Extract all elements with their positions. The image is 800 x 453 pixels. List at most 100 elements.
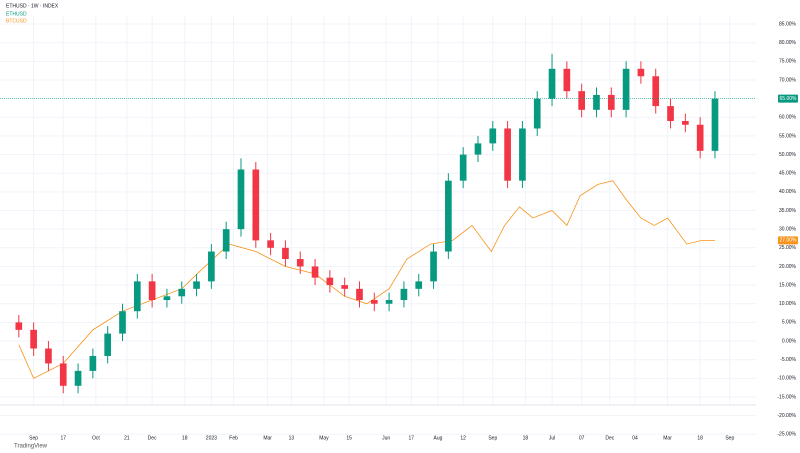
candle-body bbox=[104, 333, 112, 356]
x-tick-label: Dec bbox=[148, 435, 157, 441]
candle-body bbox=[400, 288, 408, 301]
y-tick-label: 5.00% bbox=[782, 320, 797, 326]
y-tick-label: -20.00% bbox=[777, 413, 796, 419]
y-tick-label: 15.00% bbox=[779, 282, 797, 288]
candle-body bbox=[45, 348, 52, 364]
y-tick-label: 45.00% bbox=[779, 171, 797, 177]
candle-body bbox=[74, 370, 82, 386]
candle-body bbox=[637, 68, 645, 77]
candle-body bbox=[682, 121, 689, 125]
footer: TradingView bbox=[14, 444, 48, 450]
x-tick-label: Aug bbox=[434, 435, 443, 441]
candle-body bbox=[548, 68, 556, 99]
candle-body bbox=[489, 128, 497, 144]
price-label: 27.00% bbox=[780, 238, 798, 244]
candle-body bbox=[30, 329, 37, 349]
x-tick-label: Mar bbox=[263, 435, 272, 441]
x-tick-label: 13 bbox=[289, 435, 295, 441]
candle-body bbox=[370, 300, 378, 304]
candle-body bbox=[163, 296, 171, 301]
candle-body bbox=[15, 322, 23, 330]
y-tick-label: -15.00% bbox=[777, 394, 796, 400]
y-tick-label: 40.00% bbox=[779, 189, 797, 195]
y-tick-label: 75.00% bbox=[779, 59, 797, 65]
candle-body bbox=[578, 91, 585, 110]
x-tick-label: Sep bbox=[29, 435, 38, 441]
candle-body bbox=[711, 98, 719, 151]
candle-body bbox=[445, 180, 452, 252]
candle-body bbox=[178, 288, 186, 297]
candle-body bbox=[622, 68, 630, 110]
candle-body bbox=[459, 154, 467, 181]
y-tick-label: -25.00% bbox=[777, 432, 796, 438]
y-tick-label: 60.00% bbox=[779, 115, 797, 121]
candle-body bbox=[326, 277, 334, 286]
candle-body bbox=[356, 288, 363, 301]
candle-body bbox=[607, 94, 615, 110]
x-tick-label: 21 bbox=[124, 435, 130, 441]
candle-body bbox=[311, 266, 319, 278]
candle-body bbox=[519, 128, 526, 181]
line-series bbox=[18, 180, 715, 379]
x-tick-label: Sep bbox=[488, 435, 497, 441]
candle-body bbox=[341, 285, 349, 289]
candle-body bbox=[296, 258, 304, 267]
candle-body bbox=[208, 251, 215, 282]
y-tick-label: 25.00% bbox=[779, 245, 797, 251]
candle-body bbox=[430, 251, 437, 282]
y-tick-label: 80.00% bbox=[779, 40, 797, 46]
x-tick-label: Jul bbox=[549, 435, 555, 441]
candle-body bbox=[696, 124, 704, 151]
candle-body bbox=[89, 355, 97, 371]
x-tick-label: 04 bbox=[632, 435, 638, 441]
candle-body bbox=[504, 128, 511, 181]
x-tick-label: 17 bbox=[409, 435, 415, 441]
x-tick-label: 15 bbox=[346, 435, 352, 441]
candle-body bbox=[267, 240, 274, 248]
y-tick-label: 30.00% bbox=[779, 226, 797, 232]
x-tick-label: Mar bbox=[663, 435, 672, 441]
candle-body bbox=[652, 76, 660, 107]
candle-body bbox=[593, 94, 600, 110]
x-tick-label: 18 bbox=[697, 435, 703, 441]
candle-body bbox=[385, 300, 393, 304]
price-label-box bbox=[778, 94, 798, 103]
candle-body bbox=[133, 281, 141, 312]
x-tick-label: Dec bbox=[605, 435, 614, 441]
candle-body bbox=[193, 281, 200, 289]
candle-body bbox=[119, 311, 126, 334]
candle-body bbox=[237, 169, 245, 230]
candle-body bbox=[59, 363, 67, 386]
x-tick-label: Oct bbox=[92, 435, 100, 441]
candle-body bbox=[474, 143, 482, 155]
x-tick-label: 2023 bbox=[206, 435, 217, 441]
x-tick-label: Feb bbox=[229, 435, 238, 441]
y-tick-label: 35.00% bbox=[779, 208, 797, 214]
candle-body bbox=[148, 281, 156, 301]
candle-body bbox=[282, 247, 289, 259]
x-tick-label: 07 bbox=[579, 435, 585, 441]
y-tick-label: 0.00% bbox=[782, 338, 797, 344]
candle-body bbox=[533, 98, 541, 129]
x-tick-label: Jun bbox=[382, 435, 390, 441]
candle-body bbox=[222, 229, 230, 252]
legend-entry: BTCUSD bbox=[6, 18, 27, 24]
y-tick-label: 20.00% bbox=[779, 264, 797, 270]
y-tick-label: -10.00% bbox=[777, 376, 796, 382]
x-tick-label: May bbox=[319, 435, 329, 441]
candle-body bbox=[252, 169, 260, 241]
y-tick-label: 10.00% bbox=[779, 301, 797, 307]
y-tick-label: -5.00% bbox=[780, 357, 796, 363]
candle-body bbox=[667, 106, 674, 122]
price-label-box bbox=[778, 236, 798, 245]
candle-body bbox=[563, 68, 571, 92]
legend-entry: ETHUSD bbox=[6, 11, 27, 17]
x-tick-label: 18 bbox=[523, 435, 529, 441]
y-tick-label: 50.00% bbox=[779, 152, 797, 158]
candle-body bbox=[415, 281, 423, 289]
x-tick-label: 18 bbox=[182, 435, 188, 441]
x-tick-label: 12 bbox=[460, 435, 466, 441]
chart-title: ETHUSD · 1W · INDEX bbox=[6, 3, 59, 9]
